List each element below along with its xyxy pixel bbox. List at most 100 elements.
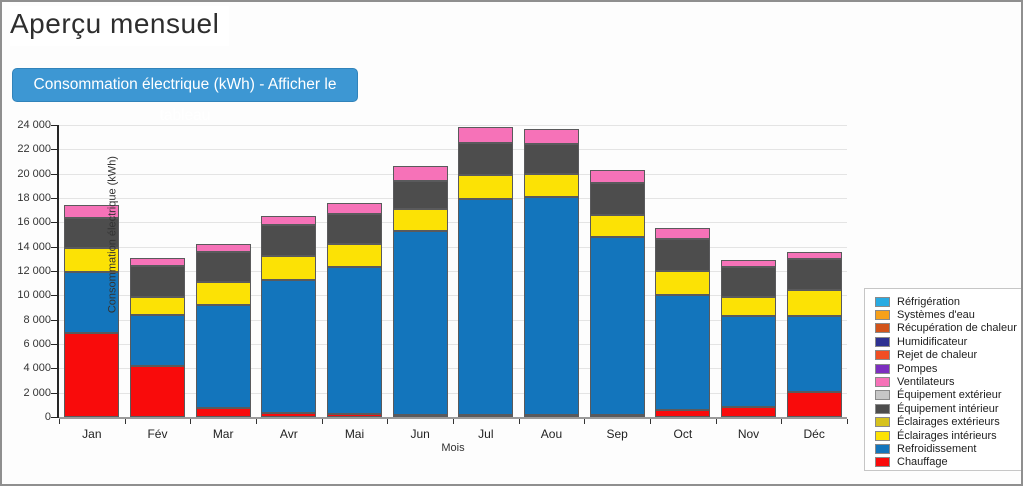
bar-segment-Refroidissement[interactable] (130, 314, 185, 366)
bar-segment-Chauffage[interactable] (195, 408, 251, 417)
legend-item[interactable]: Éclairages intérieurs (875, 429, 1021, 442)
bar-segment-Éclairages intérieurs[interactable] (524, 173, 579, 197)
x-tick-mark (190, 419, 192, 424)
bar-segment-Ventilateurs[interactable] (195, 244, 251, 252)
bar-segment-Refroidissement[interactable] (655, 295, 711, 410)
legend-item[interactable]: Systèmes d'eau (875, 308, 1021, 321)
bar-segment-Ventilateurs[interactable] (64, 205, 120, 218)
bar-segment-Ventilateurs[interactable] (655, 228, 711, 240)
bar-segment-Chauffage[interactable] (458, 415, 514, 417)
bar-segment-Ventilateurs[interactable] (524, 128, 579, 145)
bar-Nov (721, 260, 776, 417)
bar-segment-Ventilateurs[interactable] (130, 257, 185, 267)
bar-segment-Équipement intérieur[interactable] (524, 144, 579, 174)
bar-segment-Équipement intérieur[interactable] (392, 181, 448, 210)
bar-segment-Équipement intérieur[interactable] (655, 239, 711, 272)
legend-item[interactable]: Récupération de chaleur (875, 322, 1021, 335)
bar-segment-Refroidissement[interactable] (458, 199, 514, 415)
y-axis-title: Consommation électrique (kWh) (106, 156, 119, 314)
bar-segment-Refroidissement[interactable] (64, 272, 120, 334)
bar-segment-Chauffage[interactable] (589, 415, 645, 417)
legend-label: Équipement extérieur (897, 389, 1002, 402)
bar-Jun (392, 165, 448, 417)
bar-segment-Ventilateurs[interactable] (721, 260, 776, 268)
bar-segment-Éclairages intérieurs[interactable] (655, 271, 711, 296)
legend-label: Récupération de chaleur (897, 322, 1017, 335)
gridline (59, 149, 847, 151)
bar-Jan (64, 205, 120, 417)
bar-segment-Équipement intérieur[interactable] (195, 251, 251, 282)
bar-segment-Éclairages intérieurs[interactable] (195, 281, 251, 306)
bar-segment-Chauffage[interactable] (130, 365, 185, 417)
legend-swatch-icon (875, 390, 890, 401)
show-table-button[interactable]: Consommation électrique (kWh) - Afficher… (12, 68, 358, 124)
bar-segment-Éclairages intérieurs[interactable] (392, 209, 448, 232)
legend-item[interactable]: Équipement intérieur (875, 402, 1021, 415)
bar-segment-Refroidissement[interactable] (392, 231, 448, 415)
y-tick-label: 18 000 (17, 192, 51, 204)
bar-segment-Refroidissement[interactable] (786, 316, 842, 393)
legend-swatch-icon (875, 323, 890, 334)
legend-item[interactable]: Réfrigération (875, 295, 1021, 308)
bar-segment-Refroidissement[interactable] (327, 267, 382, 414)
bar-segment-Éclairages intérieurs[interactable] (130, 296, 185, 315)
bar-segment-Chauffage[interactable] (261, 413, 317, 417)
bar-segment-Refroidissement[interactable] (524, 196, 579, 415)
bar-segment-Chauffage[interactable] (64, 333, 120, 417)
bar-segment-Ventilateurs[interactable] (327, 202, 382, 214)
legend-label: Pompes (897, 362, 938, 375)
bar-segment-Refroidissement[interactable] (589, 236, 645, 415)
bar-segment-Refroidissement[interactable] (195, 305, 251, 409)
legend-item[interactable]: Rejet de chaleur (875, 349, 1021, 362)
legend-item[interactable]: Refroidissement (875, 442, 1021, 455)
legend-item[interactable]: Éclairages extérieurs (875, 416, 1021, 429)
bar-segment-Chauffage[interactable] (655, 409, 711, 417)
bar-segment-Éclairages intérieurs[interactable] (327, 244, 382, 268)
legend-item[interactable]: Équipement extérieur (875, 389, 1021, 402)
x-category-label-Mar: Mar (212, 427, 234, 441)
bar-segment-Chauffage[interactable] (327, 413, 382, 417)
bar-segment-Éclairages intérieurs[interactable] (786, 290, 842, 317)
bar-Jul (458, 127, 514, 417)
y-tick-label: 10 000 (17, 289, 51, 302)
gridline (59, 125, 847, 126)
legend-swatch-icon (875, 336, 890, 347)
legend-item[interactable]: Pompes (875, 362, 1021, 375)
bar-segment-Ventilateurs[interactable] (786, 252, 842, 259)
bar-segment-Chauffage[interactable] (721, 407, 776, 417)
legend-label: Rejet de chaleur (897, 349, 978, 362)
y-tick-mark (51, 125, 57, 126)
bar-segment-Équipement intérieur[interactable] (786, 258, 842, 291)
bar-segment-Ventilateurs[interactable] (458, 127, 514, 144)
bar-segment-Ventilateurs[interactable] (392, 165, 448, 182)
gridline (59, 392, 847, 394)
x-tick-mark (781, 419, 783, 424)
bar-segment-Éclairages intérieurs[interactable] (458, 174, 514, 200)
legend-item[interactable]: Chauffage (875, 456, 1021, 469)
bar-segment-Chauffage[interactable] (786, 392, 842, 417)
y-tick-label: 8 000 (23, 313, 51, 326)
bar-segment-Chauffage[interactable] (524, 415, 579, 417)
bar-segment-Équipement intérieur[interactable] (721, 267, 776, 297)
y-tick-label: 16 000 (17, 216, 51, 229)
bar-segment-Refroidissement[interactable] (261, 279, 317, 414)
bar-segment-Équipement intérieur[interactable] (327, 213, 382, 245)
bar-segment-Éclairages intérieurs[interactable] (721, 296, 776, 317)
bar-segment-Équipement intérieur[interactable] (589, 183, 645, 215)
bar-segment-Éclairages intérieurs[interactable] (64, 247, 120, 273)
bar-segment-Éclairages intérieurs[interactable] (261, 256, 317, 280)
bar-segment-Équipement intérieur[interactable] (261, 224, 317, 257)
y-tick-label: 0 (44, 411, 51, 423)
bar-segment-Équipement intérieur[interactable] (458, 143, 514, 175)
bar-segment-Ventilateurs[interactable] (589, 169, 645, 184)
bar-segment-Ventilateurs[interactable] (261, 216, 317, 225)
x-category-label-Jan: Jan (82, 427, 102, 441)
legend-item[interactable]: Humidificateur (875, 335, 1021, 348)
bar-segment-Refroidissement[interactable] (721, 316, 776, 408)
bar-segment-Équipement intérieur[interactable] (130, 266, 185, 297)
bar-segment-Équipement intérieur[interactable] (64, 217, 120, 248)
page-title: Aperçu mensuel (10, 6, 230, 46)
bar-segment-Chauffage[interactable] (392, 415, 448, 417)
legend-item[interactable]: Ventilateurs (875, 375, 1021, 388)
bar-segment-Éclairages intérieurs[interactable] (589, 214, 645, 237)
